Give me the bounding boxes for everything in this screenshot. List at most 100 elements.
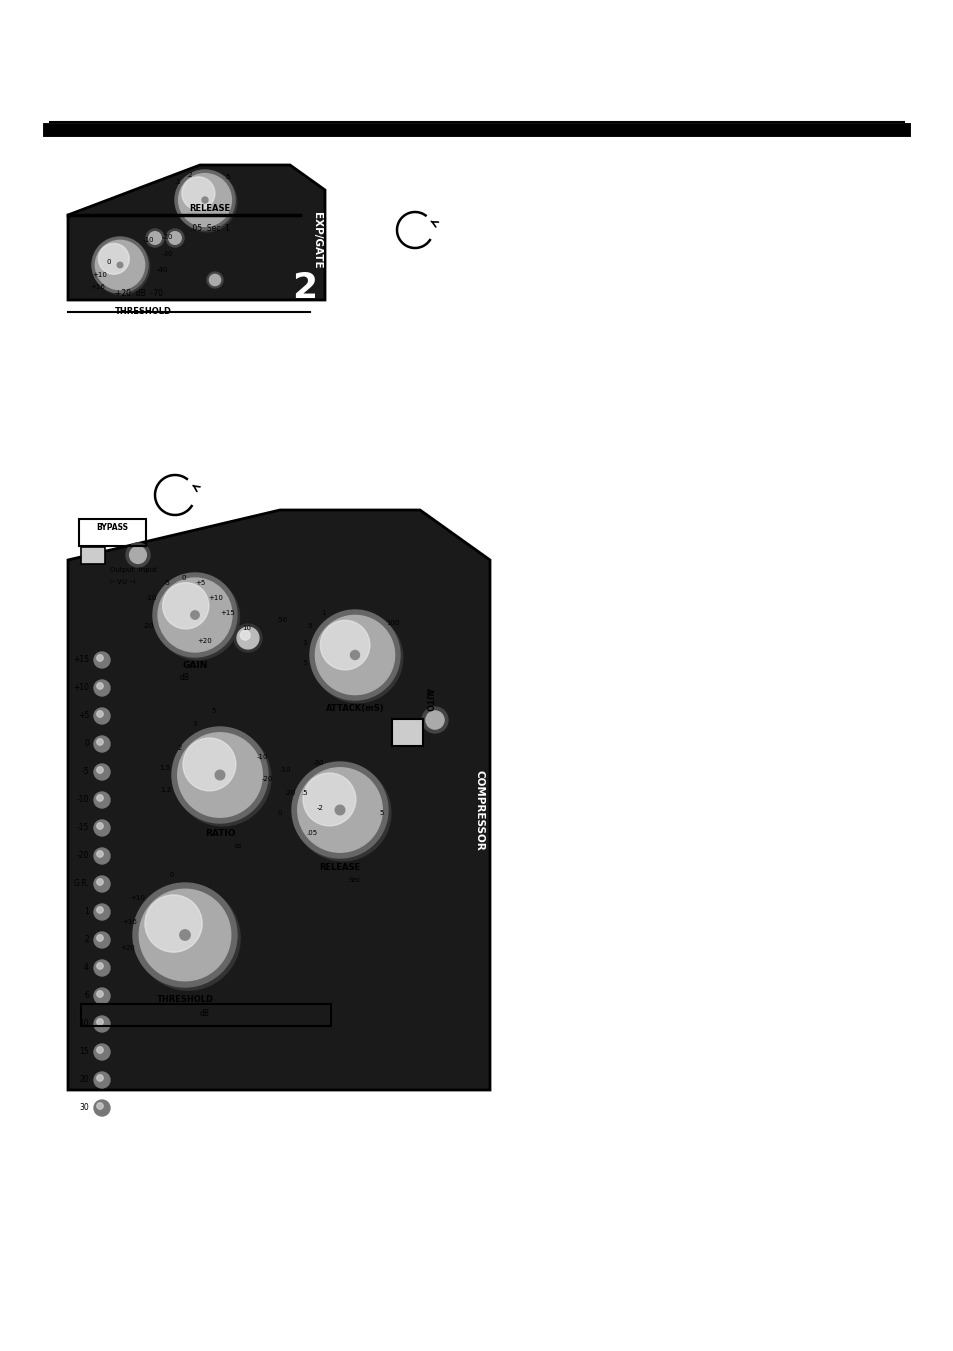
Text: Output  Input: Output Input (110, 567, 156, 573)
Text: ATTACK(mS): ATTACK(mS) (325, 704, 384, 712)
Circle shape (96, 935, 103, 942)
Text: .1: .1 (174, 178, 181, 185)
Circle shape (96, 711, 103, 717)
Text: 100: 100 (386, 620, 399, 626)
Circle shape (94, 1071, 110, 1088)
Text: 3: 3 (302, 640, 307, 646)
Text: $\vdash$VU$\dashv$: $\vdash$VU$\dashv$ (108, 577, 135, 586)
Text: $\infty$: $\infty$ (233, 840, 242, 850)
Text: 15: 15 (79, 1047, 89, 1056)
Circle shape (94, 1016, 110, 1032)
Circle shape (166, 230, 184, 247)
Text: 6: 6 (84, 992, 89, 1001)
Circle shape (132, 884, 236, 988)
Circle shape (94, 988, 110, 1004)
Circle shape (94, 680, 110, 696)
Circle shape (96, 767, 103, 773)
Text: -10: -10 (143, 236, 154, 243)
Circle shape (126, 543, 150, 567)
Text: BYPASS: BYPASS (96, 523, 128, 532)
Text: 1: 1 (320, 611, 325, 616)
Circle shape (191, 611, 199, 619)
Circle shape (320, 620, 370, 670)
Circle shape (169, 232, 181, 245)
Text: 30: 30 (79, 1104, 89, 1112)
Circle shape (139, 889, 231, 981)
Circle shape (94, 653, 110, 667)
Text: .50: .50 (276, 617, 287, 623)
Text: 5: 5 (379, 811, 384, 816)
Text: 0: 0 (170, 871, 174, 878)
Polygon shape (68, 509, 490, 1090)
Circle shape (96, 990, 103, 997)
Circle shape (94, 792, 110, 808)
Circle shape (182, 177, 214, 209)
Text: GAIN: GAIN (182, 661, 208, 670)
Circle shape (96, 794, 103, 801)
Circle shape (94, 961, 110, 975)
Circle shape (297, 767, 382, 852)
Polygon shape (68, 165, 325, 300)
Text: +16: +16 (90, 284, 105, 290)
Circle shape (174, 730, 271, 825)
Text: G.R.: G.R. (73, 880, 89, 889)
Circle shape (96, 907, 103, 913)
Circle shape (174, 170, 234, 230)
Circle shape (233, 624, 262, 653)
Circle shape (209, 274, 220, 285)
Text: 2: 2 (177, 744, 182, 751)
Text: +15: +15 (73, 655, 89, 665)
Circle shape (95, 240, 145, 289)
Text: .05: .05 (306, 830, 317, 836)
Text: 0: 0 (182, 576, 186, 581)
Circle shape (149, 232, 161, 245)
Circle shape (294, 765, 391, 861)
Text: -20: -20 (261, 775, 273, 782)
Text: .05  Sec  1: .05 Sec 1 (190, 224, 230, 232)
Text: 5: 5 (212, 708, 216, 713)
Text: -40: -40 (157, 267, 168, 273)
Text: -5: -5 (81, 767, 89, 777)
Circle shape (94, 932, 110, 948)
Text: +10: +10 (131, 894, 145, 901)
Circle shape (117, 262, 123, 267)
Circle shape (146, 230, 164, 247)
Circle shape (94, 1100, 110, 1116)
Text: +15: +15 (220, 611, 235, 616)
Circle shape (98, 243, 129, 274)
Circle shape (94, 1044, 110, 1061)
Circle shape (335, 805, 344, 815)
Circle shape (130, 547, 146, 563)
Text: +20: +20 (197, 638, 213, 644)
Text: RELEASE: RELEASE (319, 863, 360, 873)
Circle shape (172, 727, 268, 823)
Text: -2: -2 (316, 805, 323, 811)
Circle shape (96, 878, 103, 885)
Text: 0: 0 (107, 259, 112, 265)
Text: +10: +10 (91, 272, 107, 278)
Text: .5: .5 (301, 790, 308, 796)
Text: 2: 2 (84, 935, 89, 944)
Text: -10: -10 (256, 754, 268, 761)
Text: 1.2: 1.2 (160, 788, 172, 793)
Text: Sec: Sec (349, 877, 361, 884)
Text: dB: dB (180, 673, 190, 681)
Circle shape (178, 173, 232, 227)
Circle shape (421, 707, 448, 734)
Text: +5: +5 (194, 580, 205, 586)
Circle shape (96, 963, 103, 969)
Text: +20: +20 (120, 944, 135, 951)
Text: 10: 10 (79, 1020, 89, 1028)
Circle shape (179, 929, 190, 940)
Text: 0: 0 (277, 811, 282, 816)
Circle shape (315, 616, 395, 694)
Circle shape (237, 627, 258, 648)
Text: +16: +16 (122, 919, 137, 925)
Circle shape (96, 1075, 103, 1081)
Text: 5: 5 (302, 661, 307, 666)
Circle shape (425, 711, 444, 730)
Circle shape (155, 576, 239, 659)
Text: RELEASE: RELEASE (190, 204, 231, 213)
Text: THRESHOLD: THRESHOLD (115, 307, 172, 316)
Text: .5: .5 (225, 174, 231, 180)
